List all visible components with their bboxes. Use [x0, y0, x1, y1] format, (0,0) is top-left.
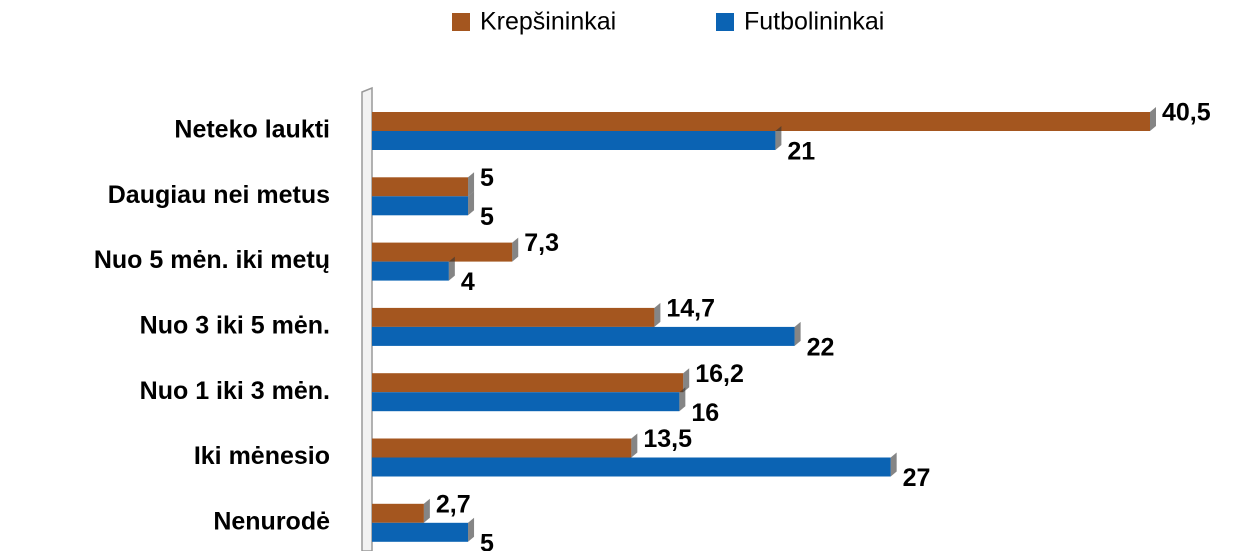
bar [372, 126, 782, 150]
legend-swatch [716, 13, 734, 31]
bar [372, 517, 475, 542]
bar-face [372, 373, 684, 393]
value-label: 13,5 [643, 425, 692, 453]
value-label: 5 [480, 529, 494, 551]
legend-label: Krepšininkai [480, 8, 616, 36]
category-label: Nuo 5 mėn. iki metų [94, 246, 330, 274]
bar [372, 172, 475, 197]
bar-side [654, 302, 661, 327]
category-label: Neteko laukti [174, 116, 330, 144]
value-label: 40,5 [1162, 99, 1211, 127]
bar-side [448, 256, 455, 281]
legend-swatch [452, 13, 470, 31]
bar [372, 107, 1156, 131]
bar-face [372, 112, 1150, 131]
bar-face [372, 307, 655, 327]
value-label: 2,7 [436, 490, 471, 518]
bar-face [372, 522, 469, 542]
bar [372, 321, 801, 346]
value-label: 16,2 [695, 360, 744, 388]
category-label: Nenurodė [213, 507, 330, 535]
bar-face [372, 261, 449, 281]
axis-wall [361, 86, 373, 551]
bar-face [372, 242, 513, 262]
bar [372, 498, 430, 523]
value-label: 5 [480, 164, 494, 192]
category-label: Daugiau nei metus [108, 181, 330, 209]
bar-face [372, 131, 776, 150]
bar-side [468, 172, 475, 197]
bar [372, 368, 690, 393]
category-label: Nuo 1 iki 3 mėn. [140, 377, 330, 405]
bar-face [372, 438, 632, 458]
bar [372, 387, 686, 412]
bar-side [1150, 107, 1156, 131]
category-label: Nuo 3 iki 5 mėn. [140, 312, 330, 340]
bar-side [679, 387, 686, 412]
value-label: 4 [461, 268, 475, 296]
bar [372, 433, 638, 458]
value-label: 27 [903, 464, 931, 492]
bar-face [372, 177, 469, 197]
value-label: 7,3 [524, 229, 559, 257]
bar-side [631, 433, 638, 458]
bar-face [372, 457, 891, 477]
bar-side [468, 191, 475, 216]
bar-side [683, 368, 690, 393]
bar-side [890, 452, 897, 477]
bar [372, 302, 661, 327]
bar-side [423, 498, 430, 523]
bar [372, 191, 475, 216]
value-label: 14,7 [666, 295, 715, 323]
bar-face [372, 503, 424, 523]
category-label: Iki mėnesio [194, 442, 330, 470]
bar [372, 256, 455, 281]
bar-face [372, 326, 795, 346]
bar-side [775, 126, 782, 150]
value-label: 5 [480, 203, 494, 231]
bar-side [794, 321, 801, 346]
bar-face [372, 196, 469, 216]
bar-side [468, 517, 475, 542]
bar [372, 452, 897, 477]
value-label: 16 [691, 399, 719, 427]
value-label: 21 [787, 138, 815, 166]
value-label: 22 [807, 334, 835, 362]
bar [372, 237, 519, 262]
bar-face [372, 392, 680, 412]
bar-side [512, 237, 519, 262]
legend-label: Futbolininkai [744, 8, 884, 36]
